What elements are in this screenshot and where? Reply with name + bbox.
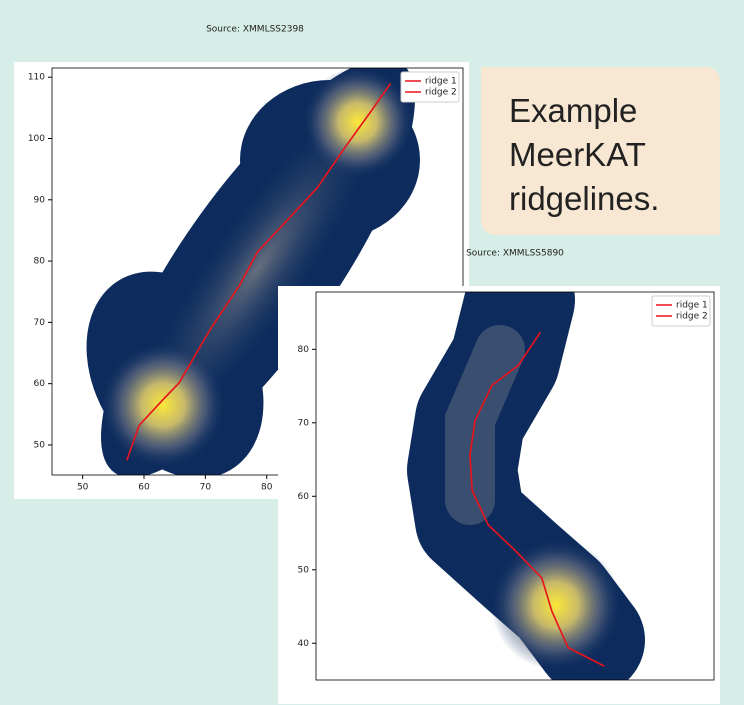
heat-peak: [101, 343, 225, 467]
heat-peak: [303, 68, 413, 177]
y-tick-label: 80: [298, 345, 310, 355]
y-tick-label: 40: [298, 639, 310, 649]
y-tick-label: 110: [28, 73, 45, 83]
legend-box: [651, 295, 711, 327]
axes-frame: [315, 291, 715, 681]
ridge-line: [126, 82, 392, 461]
legend-label: ridge 2: [676, 312, 708, 322]
chart-title: Source: XMMLSS5890: [466, 249, 564, 259]
ridge-line: [469, 332, 605, 667]
heat-peak: [491, 540, 621, 670]
x-tick-label: 60: [138, 483, 150, 493]
y-tick-label: 60: [34, 379, 46, 389]
callout: Example MeerKAT ridgelines.: [481, 67, 720, 235]
legend-box: [400, 71, 460, 103]
y-tick-label: 60: [298, 492, 310, 502]
legend-label: ridge 2: [425, 88, 457, 98]
legend-label: ridge 1: [425, 77, 457, 87]
x-tick-label: 80: [261, 483, 273, 493]
x-tick-label: 50: [77, 483, 89, 493]
y-tick-label: 70: [298, 418, 310, 428]
x-tick-label: 70: [200, 483, 212, 493]
y-tick-label: 50: [34, 440, 46, 450]
chart-title: Source: XMMLSS2398: [206, 25, 304, 35]
axes-frame: [51, 67, 464, 476]
y-tick-label: 70: [34, 318, 46, 328]
y-tick-label: 100: [28, 134, 45, 144]
legend-label: ridge 1: [676, 301, 708, 311]
plot-area: [407, 292, 645, 680]
plot-area: [86, 68, 420, 475]
heat-dim: [445, 325, 525, 525]
y-tick-label: 80: [34, 257, 46, 267]
y-tick-label: 90: [34, 195, 46, 205]
y-tick-label: 50: [298, 565, 310, 575]
